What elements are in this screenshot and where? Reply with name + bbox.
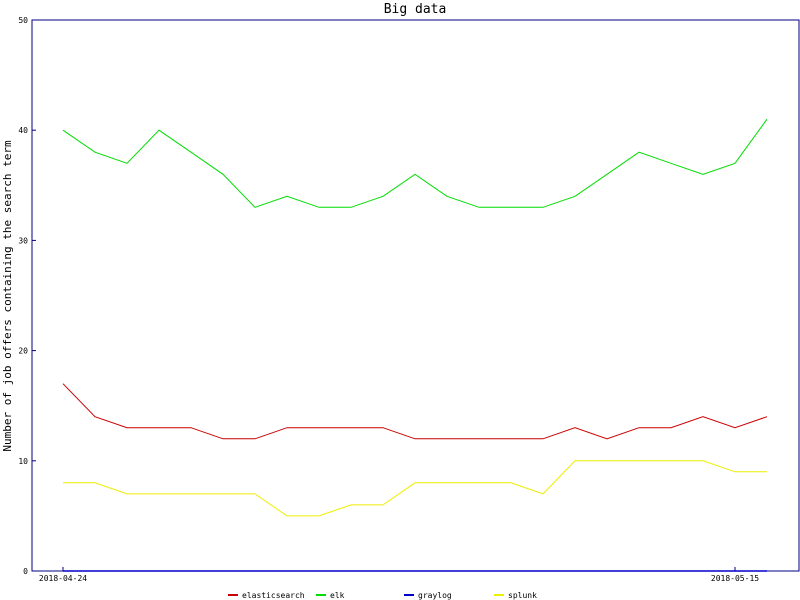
chart-title: Big data (384, 2, 447, 17)
legend-label-elasticsearch: elasticsearch (242, 591, 305, 600)
y-tick-label: 10 (18, 457, 28, 466)
x-tick-label: 2018-04-24 (39, 574, 87, 583)
y-axis-ticks: 0 10 20 30 40 50 (18, 16, 36, 576)
series-line-elasticsearch (62, 383, 768, 440)
y-axis-label: Number of job offers containing the sear… (1, 140, 14, 452)
legend-label-splunk: splunk (508, 591, 537, 600)
y-tick-label: 30 (18, 236, 28, 245)
y-tick-label: 50 (18, 16, 28, 25)
y-tick-label: 40 (18, 126, 28, 135)
series-line-splunk (63, 460, 767, 517)
series-lines (62, 118, 768, 572)
x-tick-label: 2018-05-15 (711, 574, 759, 583)
series-line-elk (62, 118, 768, 208)
legend-label-elk: elk (330, 591, 345, 600)
x-axis-ticks: 2018-04-24 2018-05-15 (39, 567, 759, 583)
y-tick-label: 20 (18, 347, 28, 356)
legend-label-graylog: graylog (418, 591, 452, 600)
legend: elasticsearch elk graylog splunk (228, 591, 537, 600)
plot-frame (31, 19, 800, 572)
y-tick-label: 0 (23, 567, 28, 576)
